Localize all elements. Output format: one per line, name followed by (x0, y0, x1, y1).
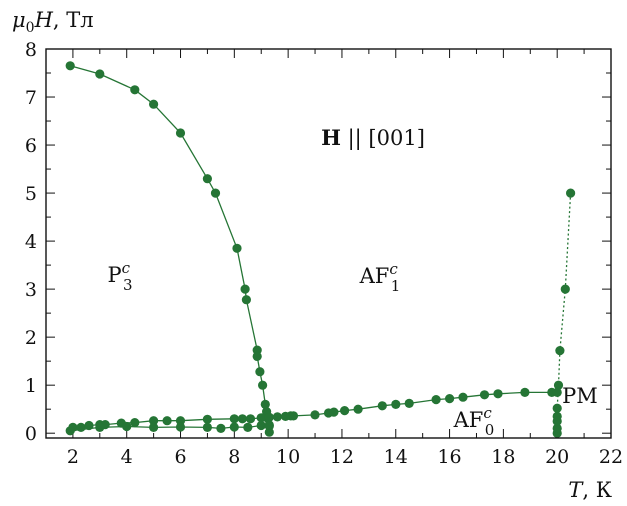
data-point (245, 414, 256, 424)
x-tick-label: 6 (174, 446, 186, 468)
data-point (84, 420, 94, 431)
tick-marks (45, 48, 612, 438)
x-tick-label: 10 (276, 446, 300, 468)
data-point (252, 345, 262, 355)
data-point (130, 418, 140, 428)
data-point (552, 411, 562, 421)
x-tick-label: 22 (599, 446, 623, 468)
data-point (479, 390, 490, 400)
x-tick-label: 12 (330, 446, 354, 468)
phase-af1-label: AFc 1 (359, 260, 401, 295)
data-point (255, 367, 265, 377)
data-point (210, 188, 221, 198)
x-tick-label: 18 (491, 446, 515, 468)
data-point (149, 422, 159, 432)
data-point (175, 128, 186, 138)
field-direction-label: H || [001] (321, 125, 425, 151)
data-point (288, 411, 299, 421)
x-tick-label: 14 (384, 446, 408, 468)
x-tick-label: 16 (437, 446, 461, 468)
data-point (229, 414, 239, 424)
x-axis-label: T, К (568, 478, 612, 502)
data-point (202, 174, 212, 184)
data-point (391, 399, 401, 409)
data-point (553, 380, 564, 390)
y-tick-label: 3 (25, 279, 37, 301)
data-point (445, 394, 455, 404)
phase-p3-label: Pc 3 (107, 259, 132, 294)
x-tick-label: 8 (228, 446, 240, 468)
data-point (552, 403, 562, 413)
data-point (202, 414, 212, 424)
x-tick-label: 4 (121, 446, 133, 468)
data-point (175, 422, 186, 432)
phase-pm-label: PM (562, 384, 598, 408)
y-axis-label: μ0H, Тл (12, 8, 94, 36)
data-point (340, 406, 350, 416)
data-points (65, 61, 576, 438)
data-point (95, 69, 105, 79)
y-tick-label: 4 (25, 231, 37, 253)
data-point (520, 387, 530, 397)
y-tick-label: 0 (25, 423, 37, 445)
y-tick-label: 7 (25, 87, 37, 109)
data-point (258, 380, 268, 390)
data-point (329, 407, 339, 417)
fit-curves (70, 65, 572, 434)
data-point (404, 398, 414, 408)
data-point (256, 420, 266, 431)
data-point (216, 423, 226, 433)
data-point (493, 389, 503, 399)
x-tick-label: 20 (545, 446, 569, 468)
data-point (552, 387, 562, 397)
data-point (241, 295, 251, 305)
data-point (202, 422, 212, 432)
data-point (243, 422, 253, 432)
data-point (65, 426, 75, 436)
y-tick-label: 5 (25, 183, 37, 205)
data-point (256, 413, 266, 423)
data-point (149, 416, 159, 426)
y-tick-label: 1 (25, 375, 37, 397)
data-point (76, 422, 86, 432)
data-point (122, 421, 132, 432)
x-tick-label: 2 (67, 446, 79, 468)
data-point (458, 392, 468, 402)
y-tick-label: 2 (25, 327, 37, 349)
data-point (264, 420, 274, 430)
data-point (310, 410, 320, 420)
y-tick-label: 8 (25, 39, 37, 61)
data-point (162, 416, 172, 426)
data-point (130, 85, 140, 95)
data-point (264, 427, 274, 437)
data-point (232, 243, 242, 253)
data-point (252, 351, 262, 361)
data-point (237, 414, 247, 424)
data-point (552, 423, 562, 433)
data-point (175, 416, 186, 426)
y-tick-label: 6 (25, 135, 37, 157)
data-point (95, 422, 105, 432)
data-point (377, 401, 387, 411)
data-point (555, 346, 565, 356)
data-point (149, 99, 159, 109)
data-point (431, 395, 441, 405)
data-point (240, 284, 250, 294)
data-point (229, 422, 239, 432)
phase-af0-label: AFc 0 (453, 404, 495, 439)
data-point (264, 412, 274, 422)
data-point (566, 188, 576, 198)
data-point (65, 61, 75, 71)
data-point (353, 404, 363, 414)
data-point (260, 399, 270, 409)
data-point (560, 284, 570, 294)
plot-frame (45, 48, 612, 439)
data-point (272, 412, 282, 422)
